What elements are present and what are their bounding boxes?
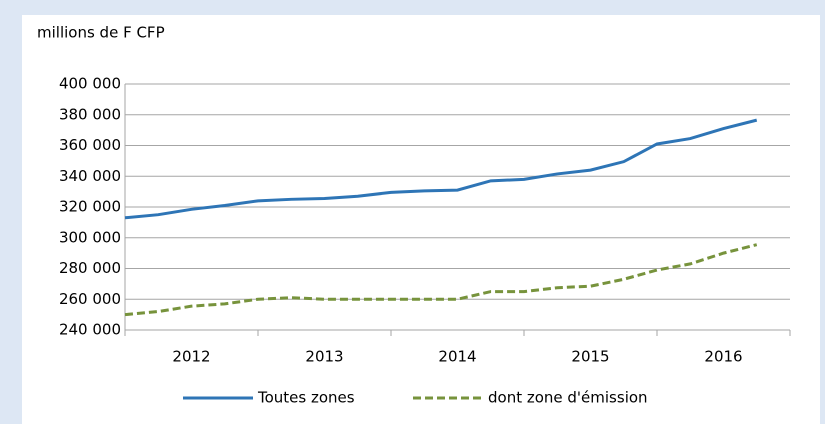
x-tick-label: 2014 — [438, 348, 476, 366]
y-tick-label: 380 000 — [59, 105, 121, 123]
series-line — [124, 118, 758, 220]
y-tick-label: 280 000 — [59, 259, 121, 277]
chart-title: millions de F CFP — [37, 24, 165, 42]
y-tick-label: 300 000 — [59, 228, 121, 246]
x-tick-label: 2012 — [172, 348, 210, 366]
y-tick-label: 320 000 — [59, 198, 121, 216]
legend-label: Toutes zones — [257, 389, 355, 407]
y-tick-label: 360 000 — [59, 136, 121, 154]
x-tick-label: 2015 — [571, 348, 609, 366]
chart-area — [22, 15, 820, 424]
y-tick-label: 260 000 — [59, 290, 121, 308]
x-tick-label: 2013 — [305, 348, 343, 366]
series-line — [124, 243, 758, 317]
y-tick-label: 240 000 — [59, 321, 121, 339]
y-tick-label: 400 000 — [59, 75, 121, 93]
x-tick-label: 2016 — [704, 348, 742, 366]
legend-label: dont zone d'émission — [488, 389, 648, 407]
y-tick-label: 340 000 — [59, 167, 121, 185]
